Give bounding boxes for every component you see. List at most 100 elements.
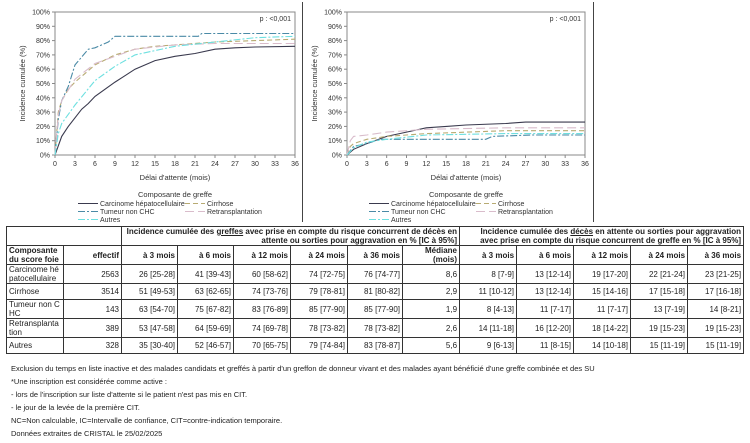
x-tick-label: 30 [541, 161, 549, 168]
footnotes: Exclusion du temps en liste inactive et … [6, 362, 750, 440]
column-header: Composante du score foie [6, 245, 64, 265]
table-cell: 143 [63, 299, 122, 319]
group-header-text: en attente ou sorties pour aggravation a… [480, 227, 742, 245]
y-tick-label: 80% [36, 38, 50, 45]
table-cell: 19 [15-23] [687, 318, 745, 338]
y-axis-title: Incidence cumulée (%) [310, 45, 319, 122]
x-axis-title: Délai d'attente (mois) [431, 173, 502, 182]
row-label: Cirrhose [6, 283, 64, 300]
table-cell: 63 [62-65] [177, 283, 234, 300]
legend-label: Retransplantation [498, 209, 553, 216]
y-tick-label: 80% [328, 38, 342, 45]
y-tick-label: 30% [36, 110, 50, 117]
x-tick-label: 15 [442, 161, 450, 168]
chart-greffes: 0%10%20%30%40%50%60%70%80%90%100%0 3 6 9 12 1… [18, 10, 299, 225]
column-headers: Composante du score foie effectif à 3 mois… [6, 245, 745, 265]
legend-label: Cirrhose [207, 201, 234, 208]
y-tick-label: 40% [36, 95, 50, 102]
y-tick-label: 60% [36, 67, 50, 74]
x-tick-label: 15 [151, 161, 159, 168]
p-value: p : <0,001 [260, 16, 291, 23]
table-area: Incidence cumulée des greffes avec prise… [0, 226, 750, 440]
table-cell: 74 [72-75] [290, 264, 348, 284]
x-tick-label: 6 [385, 161, 389, 168]
table-cell: 3514 [63, 283, 122, 300]
table-cell: 15 [11-19] [630, 337, 689, 354]
y-tick-label: 70% [36, 52, 50, 59]
table-cell: 9 [6-13] [459, 337, 518, 354]
column-header: à 12 mois [573, 245, 632, 265]
column-header: à 3 mois [121, 245, 178, 265]
table-cell: 74 [73-76] [233, 283, 291, 300]
column-header: à 36 mois [687, 245, 745, 265]
table-cell: 17 [16-18] [687, 283, 745, 300]
table-cell: 60 [58-62] [233, 264, 291, 284]
y-tick-label: 10% [36, 138, 50, 145]
table-cell: 389 [63, 318, 122, 338]
x-tick-label: 27 [231, 161, 239, 168]
group-header-emphasis: greffes [216, 227, 244, 236]
table-cell: 17 [15-18] [630, 283, 689, 300]
x-tick-label: 21 [191, 161, 199, 168]
series-line [54, 35, 296, 156]
table-cell: 13 [12-14] [516, 283, 575, 300]
table-cell: 74 [69-78] [233, 318, 291, 338]
plot-frame [346, 11, 586, 156]
x-tick-label: 24 [502, 161, 510, 168]
table-cell: 64 [59-69] [177, 318, 234, 338]
table-cell: 14 [10-18] [573, 337, 632, 354]
table-cell: 14 [11-18] [459, 318, 518, 338]
group-header-emphasis: décès [570, 227, 594, 236]
y-axis-title: Incidence cumulée (%) [18, 45, 27, 122]
row-label: Tumeur non CHC [6, 299, 64, 319]
table-cell: 14 [8-21] [687, 299, 745, 319]
legend-label: Tumeur non CHC [391, 209, 446, 216]
table-row: Carcinome hépatocellulaire 2563 26 [25-28]… [6, 264, 745, 284]
x-tick-label: 12 [422, 161, 430, 168]
x-tick-label: 6 [93, 161, 97, 168]
y-tick-label: 0% [332, 153, 342, 160]
x-tick-label: 0 [345, 161, 349, 168]
table-cell: 26 [25-28] [121, 264, 178, 284]
footnote: *Une inscription est considérée comme ac… [11, 377, 167, 386]
legend-label: Retransplantation [207, 209, 262, 216]
column-header: à 6 mois [516, 245, 575, 265]
footnote: Exclusion du temps en liste inactive et … [11, 364, 595, 373]
series-line [346, 121, 585, 156]
y-tick-label: 50% [36, 81, 50, 88]
p-value: p : <0,001 [550, 16, 581, 23]
chart-divider [593, 2, 594, 222]
charts-area: 0% 10% 20% 30% 40% 50% 60% 70% 80% 90% 100% 0 3 6 9 12 1… [18, 2, 594, 225]
table-cell: 15 [14-16] [573, 283, 632, 300]
table-cell: 52 [46-57] [177, 337, 234, 354]
column-header: à 36 mois [347, 245, 403, 265]
table-row: Tumeur non CHC 143 63 [54-70] 75 [67-82] 83 … [6, 299, 745, 319]
table-cell: 13 [7-19] [630, 299, 689, 319]
table-row: Retransplantation 389 53 [47-58] 64 [59-69]… [6, 318, 745, 338]
column-header: à 6 mois [177, 245, 234, 265]
column-header: effectif [63, 245, 122, 265]
x-tick-label: 33 [561, 161, 569, 168]
table-row: Cirrhose 3514 51 [49-53] 63 [62-65] 74 [73-7… [6, 283, 745, 300]
footnote: - lors de l'inscription sur liste d'atte… [11, 390, 248, 399]
y-tick-label: 100% [32, 10, 50, 17]
table-cell: 11 [8-15] [516, 337, 575, 354]
x-tick-label: 33 [271, 161, 279, 168]
x-tick-label: 9 [405, 161, 409, 168]
table-cell: 76 [74-77] [347, 264, 403, 284]
row-label: Retransplantation [6, 318, 64, 338]
x-tick-label: 18 [171, 161, 179, 168]
x-tick-label: 18 [462, 161, 470, 168]
footnote: - le jour de la levée de la première CIT… [11, 403, 140, 412]
legend-label: Autres [100, 217, 121, 224]
y-tick-label: 20% [36, 124, 50, 131]
group-header-text: avec prise en compte du risque concurren… [243, 227, 458, 245]
table-cell: 63 [54-70] [121, 299, 178, 319]
incidence-table: Incidence cumulée des greffes avec prise… [6, 226, 745, 354]
table-cell: 41 [39-43] [177, 264, 234, 284]
table-cell: 15 [11-19] [687, 337, 745, 354]
table-cell: 81 [80-82] [347, 283, 403, 300]
table-cell: 8,6 [401, 264, 461, 284]
table-cell: 11 [7-17] [516, 299, 575, 319]
